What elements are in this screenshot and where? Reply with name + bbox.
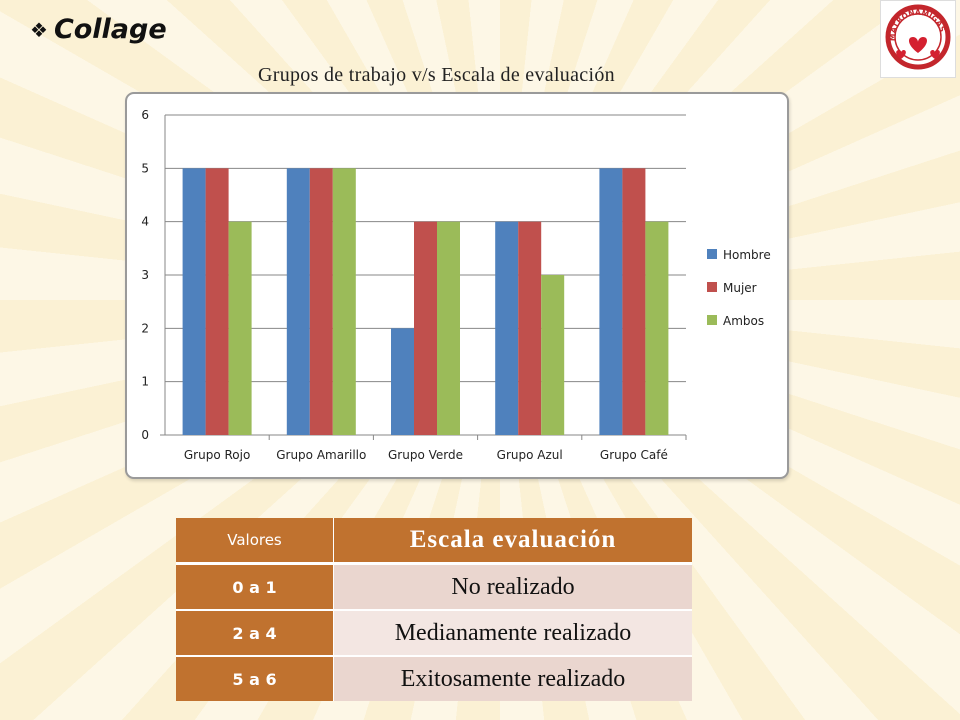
bar xyxy=(437,221,460,435)
bar xyxy=(309,168,333,435)
x-tick-label: Grupo Amarillo xyxy=(276,448,366,462)
y-tick-label: 0 xyxy=(141,428,149,442)
bar xyxy=(286,168,310,435)
bar xyxy=(541,275,565,435)
hearts-logo-icon: MATRONAMIGAS xyxy=(885,4,951,70)
row-description: Exitosamente realizado xyxy=(333,655,692,701)
slide-heading-text: Collage xyxy=(53,14,167,45)
x-tick-label: Grupo Rojo xyxy=(184,448,250,462)
y-tick-label: 3 xyxy=(141,268,149,282)
legend-label: Ambos xyxy=(723,314,764,328)
matronamigas-logo: MATRONAMIGAS xyxy=(880,0,956,78)
header-valores: Valores xyxy=(176,518,334,564)
y-tick-label: 5 xyxy=(141,161,149,175)
evaluation-scale-table: Valores Escala evaluación 0 a 1 No reali… xyxy=(176,518,692,701)
chart-title: Grupos de trabajo v/s Escala de evaluaci… xyxy=(258,64,615,86)
bar xyxy=(182,168,206,435)
bar xyxy=(228,221,252,435)
bar xyxy=(205,168,229,435)
diamond-bullet-icon: ❖ xyxy=(30,17,48,42)
bar xyxy=(599,168,623,435)
row-range: 2 a 4 xyxy=(176,609,334,656)
legend-swatch xyxy=(707,315,717,325)
legend-label: Mujer xyxy=(723,281,757,295)
bar xyxy=(391,328,414,435)
y-tick-label: 2 xyxy=(141,321,149,335)
row-description: No realizado xyxy=(333,562,692,610)
y-tick-label: 6 xyxy=(141,108,149,122)
bar xyxy=(332,168,356,435)
table-row: 0 a 1 No realizado xyxy=(176,562,692,610)
legend-label: Hombre xyxy=(723,248,771,262)
bar xyxy=(414,221,437,435)
header-escala: Escala evaluación xyxy=(333,518,692,564)
x-tick-label: Grupo Azul xyxy=(497,448,563,462)
y-tick-label: 1 xyxy=(141,375,149,389)
row-range: 5 a 6 xyxy=(176,655,334,701)
bar xyxy=(622,168,646,435)
y-tick-label: 4 xyxy=(141,215,149,229)
bar-chart-svg: 0 1 2 3 4 5 6 Grupo Rojo Grupo Amarillo Grupo Ver… xyxy=(141,108,771,462)
bar xyxy=(645,221,669,435)
legend-swatch xyxy=(707,282,717,292)
legend-swatch xyxy=(707,249,717,259)
x-tick-label: Grupo Café xyxy=(600,448,668,462)
row-description: Medianamente realizado xyxy=(333,609,692,656)
bar-chart: 0 1 2 3 4 5 6 Grupo Rojo Grupo Amarillo Grupo Ver… xyxy=(125,92,789,479)
table-header-row: Valores Escala evaluación xyxy=(176,518,692,564)
x-tick-label: Grupo Verde xyxy=(388,448,463,462)
slide-heading: ❖ Collage xyxy=(30,14,167,45)
table-row: 5 a 6 Exitosamente realizado xyxy=(176,655,692,701)
bar xyxy=(495,221,519,435)
bar xyxy=(518,221,542,435)
table-row: 2 a 4 Medianamente realizado xyxy=(176,609,692,656)
row-range: 0 a 1 xyxy=(176,562,334,610)
